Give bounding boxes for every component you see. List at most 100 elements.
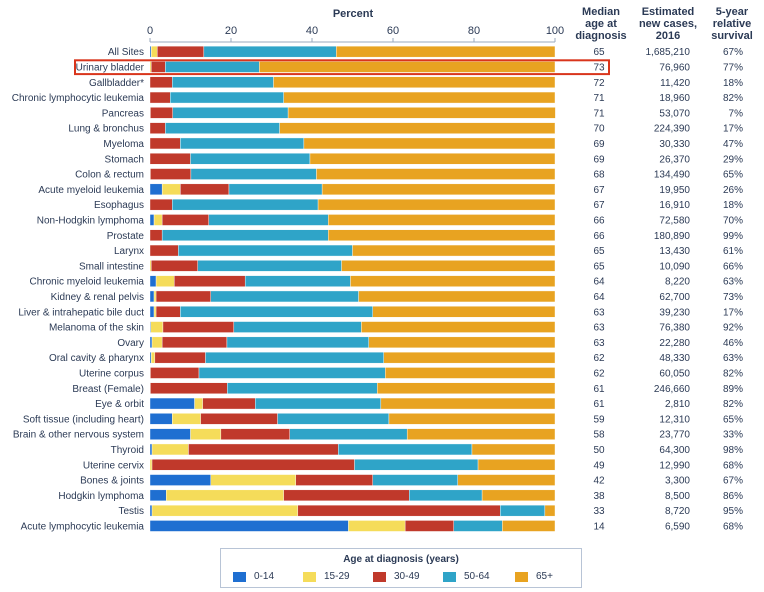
legend-label-0-14: 0-14 [254,571,275,582]
new-cases-value: 1,685,210 [646,47,691,58]
bar-segment-50-64 [244,275,351,287]
bar-segment-15-29 [151,351,156,364]
bar-segment-30-49 [149,76,173,88]
category-label: Eye & orbit [95,399,144,410]
median-age-value: 64 [593,292,605,303]
new-cases-value: 64,300 [659,445,690,456]
bar-segment-30-49 [149,244,179,257]
bar-segment-15-29 [194,397,203,410]
survival-value: 63% [723,277,743,288]
survival-value: 65% [723,414,743,425]
bar-segment-15-29 [151,336,163,349]
survival-value: 67% [723,476,743,487]
category-label: All Sites [108,47,144,58]
bar-segment-0-14 [149,306,155,318]
bar-segment-15-29 [161,183,181,196]
median-age-value: 62 [593,368,605,379]
bar-segment-65plus [368,336,556,349]
legend-swatch-50-64 [443,571,456,582]
bar-segment-50-64 [289,428,408,440]
bar-segment-30-49 [162,321,235,333]
bar-segment-30-49 [149,137,181,150]
bar-segment-0-14 [149,413,173,425]
bar-segment-30-49 [180,183,230,196]
bar-segment-30-49 [200,413,278,425]
bar-segment-30-49 [295,474,373,486]
median-age-value: 49 [593,460,605,471]
bar-segment-50-64 [227,382,378,394]
new-cases-value: 26,370 [659,154,690,165]
category-label: Acute myeloid leukemia [38,185,144,196]
survival-value: 70% [723,215,743,226]
bar-segment-30-49 [151,260,198,272]
new-cases-value: 22,280 [659,338,690,349]
bar-segment-50-64 [210,290,359,303]
bar-segment-15-29 [149,459,153,471]
bar-segment-0-14 [149,489,167,502]
legend-swatch-0-14 [233,571,246,582]
median-age-value: 65 [593,261,605,272]
bar-segment-50-64 [165,61,260,73]
median-age-value: 62 [593,353,605,364]
bar-segment-15-29 [210,474,297,486]
bar-segment-30-49 [149,122,166,134]
new-cases-value: 12,990 [659,460,690,471]
bar-segment-50-64 [409,489,483,502]
bar-segment-65plus [303,137,556,150]
survival-value: 33% [723,430,743,441]
bar-segment-0-14 [149,183,163,196]
legend-label-15-29: 15-29 [324,571,350,582]
legend-item-15-29: 15-29 [303,571,350,582]
new-cases-value: 76,960 [659,62,690,73]
bar-segment-0-14 [149,504,153,517]
median-age-value: 71 [593,93,605,104]
bar-segment-30-49 [151,61,166,73]
bar-segment-30-49 [150,367,200,379]
category-label: Uterine corpus [79,368,144,379]
legend-swatch-15-29 [303,571,316,582]
x-tick-label: 100 [546,25,564,37]
new-cases-value: 180,890 [654,231,691,242]
bar-segment-30-49 [150,382,228,394]
bar-segment-65plus [321,183,556,196]
bar-segment-50-64 [165,122,280,134]
highlight-box [74,59,610,76]
new-cases-value: 246,660 [654,384,691,395]
survival-value: 7% [729,108,744,119]
median-age-value: 66 [593,231,605,242]
bar-segment-50-64 [197,260,342,272]
x-tick-label: 60 [387,25,399,37]
category-label: Liver & intrahepatic bile duct [18,307,144,318]
new-cases-value: 13,430 [659,246,690,257]
bar-segment-50-64 [180,306,373,318]
bar-segment-15-29 [151,504,299,517]
x-tick-label: 20 [225,25,237,37]
bar-segment-65plus [336,45,556,58]
category-label: Chronic lymphocytic leukemia [12,93,145,104]
category-label: Thyroid [111,445,144,456]
bar-segment-50-64 [228,183,323,196]
legend-label-50-64: 50-64 [464,571,490,582]
bar-segment-30-49 [220,428,290,440]
new-cases-value: 3,300 [665,476,690,487]
bar-segment-50-64 [372,474,459,486]
bar-segment-50-64 [161,229,329,241]
bar-segment-50-64 [354,459,479,471]
category-label: Bones & joints [80,476,144,487]
bar-segment-0-14 [149,397,195,410]
bar-segment-50-64 [453,520,503,532]
category-label: Gallbladder* [89,78,144,89]
median-age-value: 71 [593,108,605,119]
bar-segment-65plus [361,321,556,333]
survival-value: 26% [723,185,743,196]
category-label: Ovary [117,338,144,349]
survival-value: 89% [723,384,743,395]
median-age-value: 68 [593,170,605,181]
category-label: Acute lymphocytic leukemia [21,521,145,532]
bar-segment-0-14 [149,336,153,349]
bar-segment-30-49 [404,520,454,532]
bar-segment-30-49 [149,91,171,104]
bar-segment-15-29 [165,489,284,502]
new-cases-value: 224,390 [654,124,691,135]
median-age-value: 65 [593,47,605,58]
